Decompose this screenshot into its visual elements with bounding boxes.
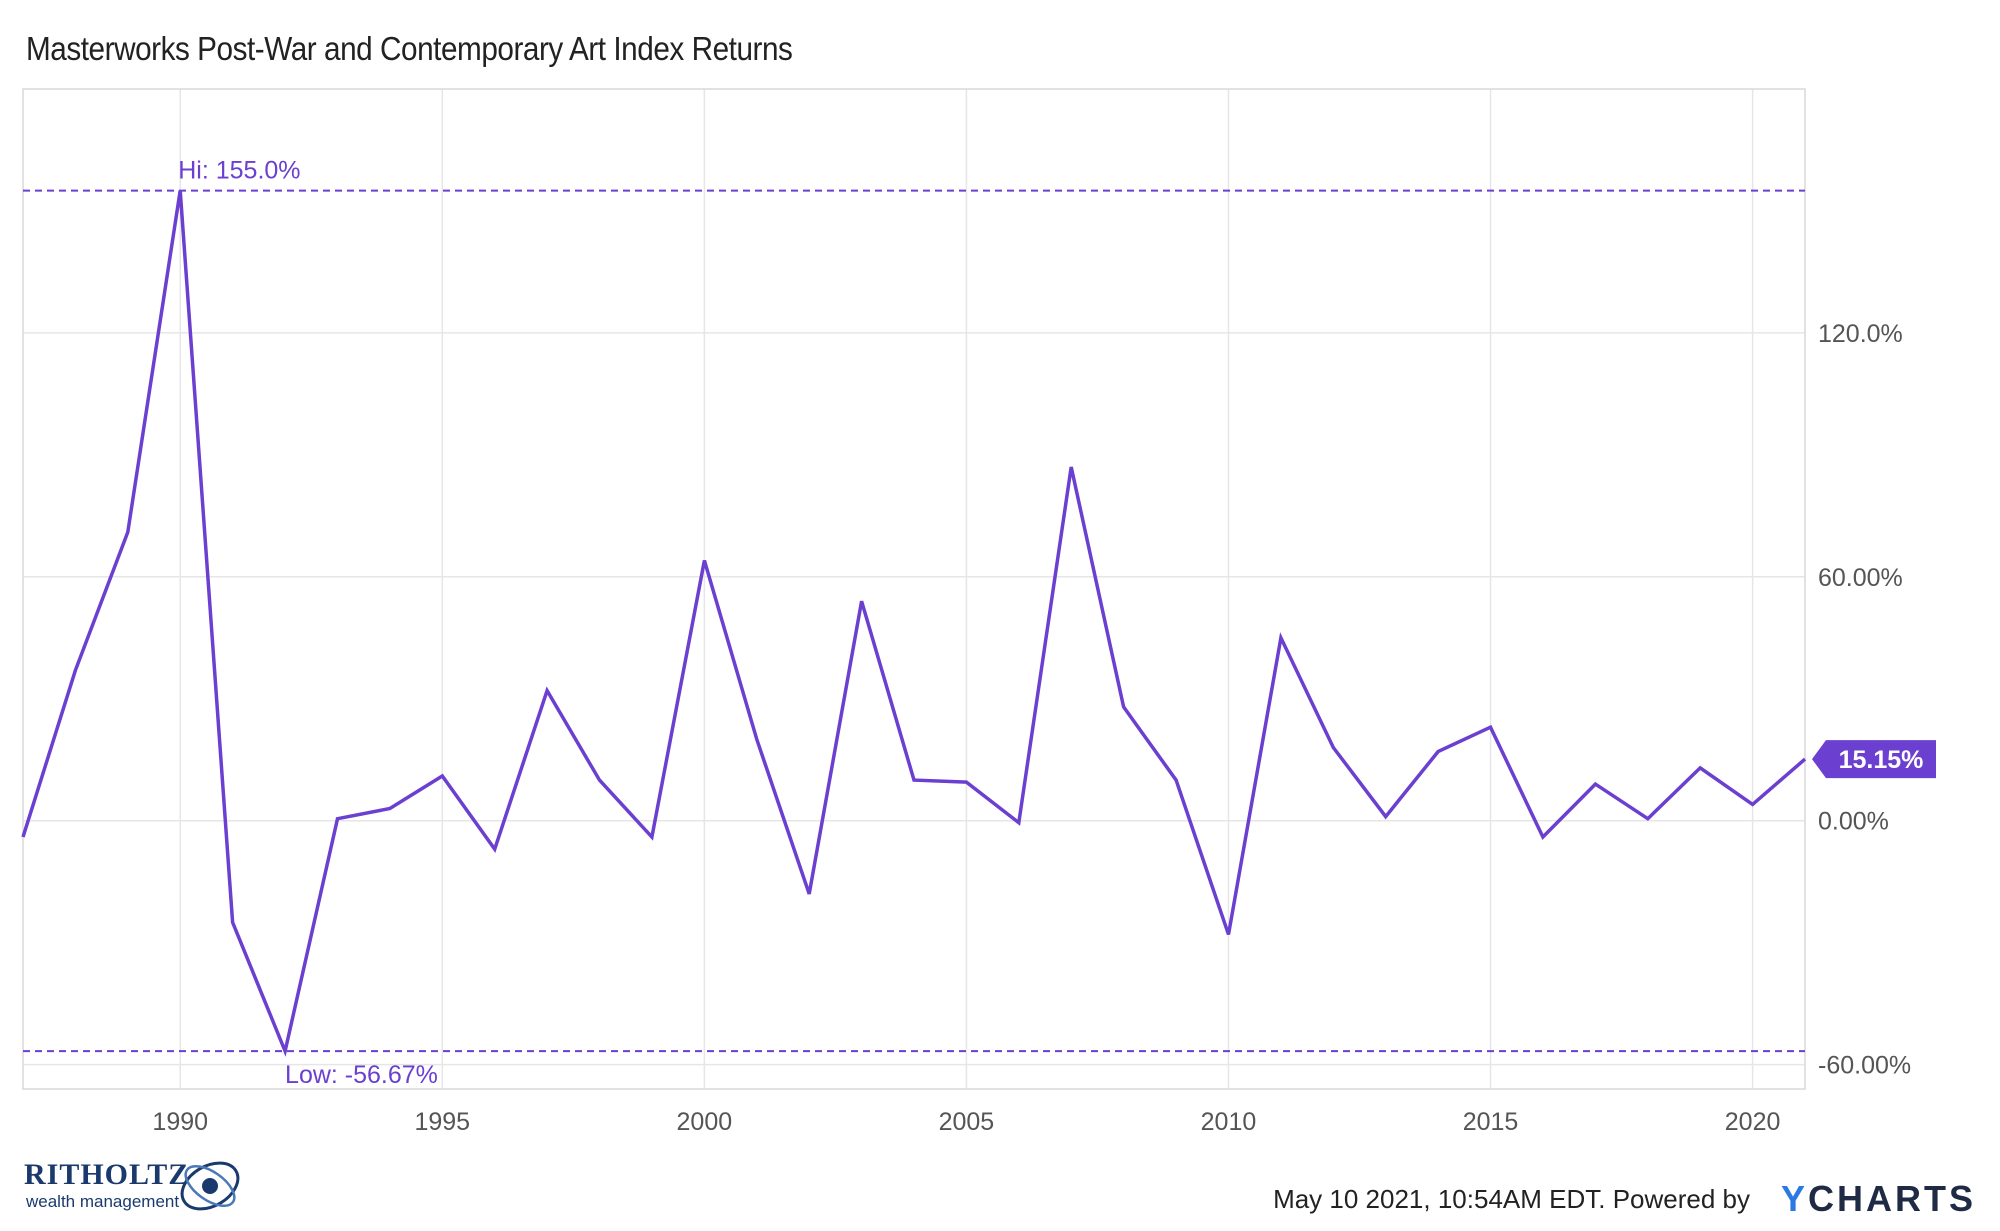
y-tick-label: 0.00%: [1818, 808, 1889, 836]
data-point: [492, 846, 498, 852]
data-point: [1750, 801, 1756, 807]
data-point: [20, 834, 26, 840]
data-point: [72, 667, 78, 673]
data-point: [1068, 464, 1074, 470]
y-tick-label: -60.00%: [1818, 1052, 1911, 1080]
x-tick-label: 2000: [677, 1108, 733, 1136]
last-value-flag: [1812, 740, 1936, 779]
data-point: [649, 834, 655, 840]
data-point: [1016, 820, 1022, 826]
reference-lines: [23, 189, 1805, 1053]
x-tick-label: 2005: [939, 1108, 995, 1136]
data-point: [1383, 814, 1389, 820]
data-point: [1121, 704, 1127, 710]
data-point: [1173, 777, 1179, 783]
data-point: [334, 816, 340, 822]
data-point: [387, 806, 393, 812]
y-axis-ticks: -60.00% 0.00% 60.00% 120.0%: [1818, 320, 1911, 1080]
y-tick-label: 60.00%: [1818, 564, 1903, 592]
x-tick-label: 2015: [1463, 1108, 1519, 1136]
series-line: [21, 190, 1807, 1057]
x-axis-ticks: 1990 1995 2000 2005 2010 2015 2020: [152, 1108, 1780, 1136]
footer-timestamp: May 10 2021, 10:54AM EDT. Powered by: [1273, 1184, 1750, 1214]
data-point: [911, 777, 917, 783]
data-point: [754, 736, 760, 742]
ritholtz-emblem-icon: [180, 1161, 240, 1211]
ritholtz-logo-name: RITHOLTZ: [24, 1158, 190, 1191]
annotations: Hi: 155.0% Low: -56.67% 15.15%: [178, 157, 1936, 1089]
data-point: [1278, 635, 1284, 641]
plot-frame: [22, 88, 1806, 1090]
x-tick-label: 1990: [152, 1108, 208, 1136]
data-point: [1697, 765, 1703, 771]
data-point: [859, 598, 865, 604]
ritholtz-logo-subtitle: wealth management: [26, 1192, 180, 1211]
ycharts-logo-y: Y: [1780, 1178, 1808, 1219]
high-label: Hi: 155.0%: [178, 157, 300, 185]
data-point: [1225, 932, 1231, 938]
data-point: [1645, 816, 1651, 822]
data-point: [1488, 724, 1494, 730]
x-tick-label: 1995: [414, 1108, 470, 1136]
x-tick-label: 2020: [1725, 1108, 1781, 1136]
data-point: [230, 919, 236, 925]
ritholtz-logo: RITHOLTZ wealth management: [24, 1158, 244, 1218]
low-label: Low: -56.67%: [285, 1061, 438, 1089]
last-value-label: 15.15%: [1839, 746, 1924, 774]
data-point: [1540, 834, 1546, 840]
data-point: [701, 558, 707, 564]
series-layer: [20, 188, 1808, 1057]
data-point: [1435, 749, 1441, 755]
chart-title: Masterworks Post-War and Contemporary Ar…: [26, 30, 793, 67]
data-point: [597, 777, 603, 783]
data-point: [1802, 756, 1808, 762]
grid-lines: [23, 89, 1805, 1089]
data-point: [963, 779, 969, 785]
data-point: [544, 688, 550, 694]
ycharts-logo-text: CHARTS: [1808, 1178, 1976, 1219]
data-point: [439, 773, 445, 779]
data-point: [125, 529, 131, 535]
x-tick-label: 2010: [1201, 1108, 1257, 1136]
data-point: [1592, 781, 1598, 787]
data-point: [282, 1048, 288, 1054]
y-tick-label: 120.0%: [1818, 320, 1903, 348]
data-point: [1330, 745, 1336, 751]
data-point: [177, 188, 183, 194]
ycharts-logo[interactable]: YCHARTS: [1781, 1178, 1976, 1220]
data-point: [806, 891, 812, 897]
